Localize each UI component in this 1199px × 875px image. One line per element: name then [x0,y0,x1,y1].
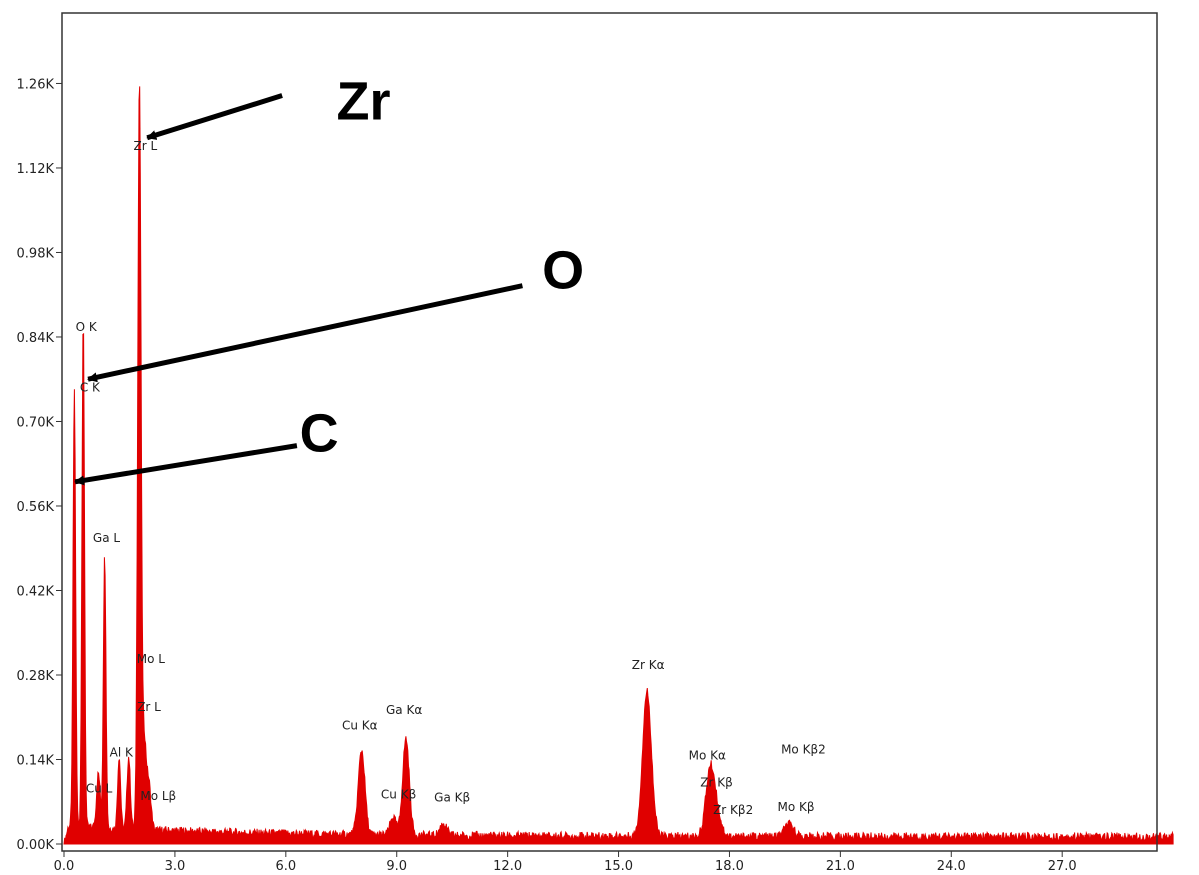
peak-label: Ga L [93,531,120,545]
callout-arrow [87,283,523,383]
x-tick-label: 18.0 [715,859,744,874]
y-tick-label: 0.98K [17,246,55,261]
x-tick-label: 0.0 [54,859,75,874]
peak-label: Cu L [86,782,113,796]
callout-label: C [300,404,339,464]
peak-label: Cu Kα [342,718,378,732]
callout-label: Zr [336,72,390,132]
x-tick-label: 24.0 [937,859,966,874]
y-tick-label: 1.12K [17,162,55,177]
y-tick-label: 0.70K [17,415,55,430]
peak-label: Mo Kα [689,748,726,762]
spectrum-area [63,86,1174,845]
y-axis: 0.00K 0.14K 0.28K 0.42K 0.56K 0.70K 0.84K 0.98K… [17,77,62,853]
spectrum-series [63,86,1174,845]
x-tick-label: 9.0 [386,859,407,874]
peak-labels: Zr L O K C K Ga L Mo L Zr L Al K Cu L Mo Lβ Cu Kα… [76,139,826,817]
peak-label: Ga Kβ [434,791,470,805]
peak-label: Zr L [137,700,161,714]
callout-annotations: Zr O C [74,72,584,486]
x-axis: 0.0 3.0 6.0 9.0 12.0 15.0 18.0 21.0 24.0 27.0 [54,851,1077,874]
y-tick-label: 0.14K [17,753,55,768]
plot-background [62,13,1157,851]
callout-label: O [542,241,584,301]
peak-label: C K [80,380,101,394]
peak-label: Zr L [134,139,158,153]
callout-arrow [74,443,298,486]
y-tick-label: 0.00K [17,838,55,853]
x-tick-label: 21.0 [826,859,855,874]
peak-label: Al K [110,745,134,759]
peak-label: Cu Kβ [381,788,416,802]
x-tick-label: 3.0 [165,859,186,874]
x-tick-label: 27.0 [1048,859,1077,874]
peak-label: Ga Kα [386,703,422,717]
x-tick-label: 15.0 [604,859,633,874]
callout-arrow [146,93,283,141]
peak-label: Zr Kα [632,658,665,672]
peak-label: O K [76,320,98,334]
y-tick-label: 1.26K [17,77,55,92]
peak-label: Mo L [137,652,166,666]
peak-label: Zr Kβ2 [713,803,753,817]
peak-label: Mo Kβ2 [781,742,826,756]
peak-label: Zr Kβ [700,776,733,790]
plot-frame [61,12,1158,852]
peak-label: Mo Lβ [140,789,176,803]
x-tick-label: 12.0 [493,859,522,874]
y-tick-label: 0.28K [17,669,55,684]
peak-label: Mo Kβ [777,800,814,814]
y-tick-label: 0.56K [17,500,55,515]
y-tick-label: 0.84K [17,331,55,346]
y-tick-label: 0.42K [17,584,55,599]
x-tick-label: 6.0 [275,859,296,874]
